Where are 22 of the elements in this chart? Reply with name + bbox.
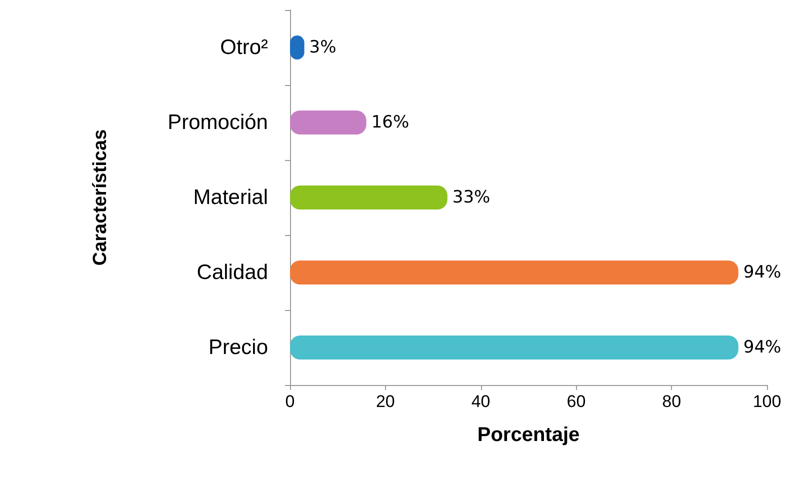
bar	[290, 336, 738, 360]
data-label: 16%	[371, 112, 410, 132]
x-tick-label: 100	[752, 392, 782, 411]
y-tick-label: Otro²	[220, 36, 268, 59]
y-tick-label: Promoción	[168, 111, 268, 134]
x-tick-label: 40	[471, 392, 490, 411]
bar	[290, 260, 738, 284]
x-tick-label: 60	[566, 392, 586, 411]
y-axis-title: Características	[90, 129, 111, 266]
data-label: 33%	[452, 188, 490, 208]
data-label: 3%	[309, 38, 336, 58]
data-label: 94%	[743, 338, 782, 358]
x-tick-label: 20	[376, 392, 395, 411]
data-label: 94%	[743, 262, 782, 282]
bar	[290, 110, 366, 134]
y-tick-label: Calidad	[196, 261, 268, 284]
y-tick-label: Material	[193, 186, 268, 209]
bar	[290, 186, 448, 210]
y-tick-label: Precio	[208, 336, 268, 359]
x-tick-label: 80	[662, 392, 682, 411]
x-tick-label: 0	[285, 392, 295, 411]
x-axis-title: Porcentaje	[477, 424, 580, 446]
